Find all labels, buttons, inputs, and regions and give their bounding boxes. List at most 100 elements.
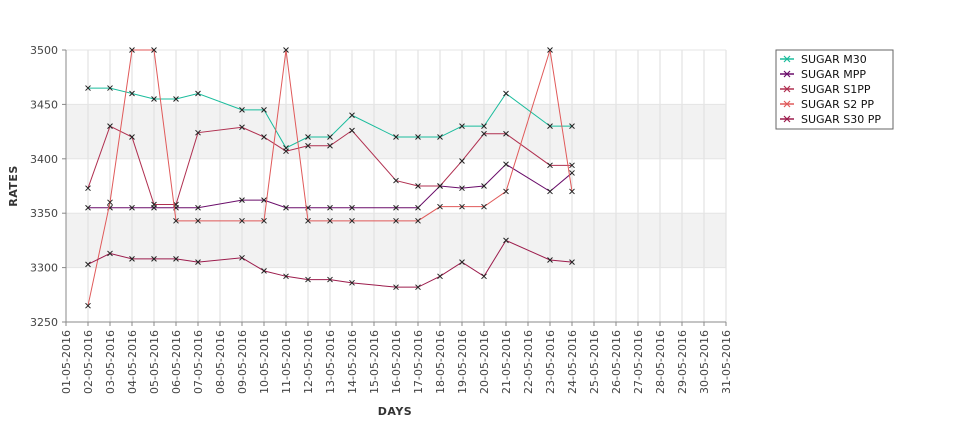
x-tick-label: 17-05-2016 — [412, 330, 425, 394]
data-point — [349, 204, 355, 211]
data-point — [85, 261, 91, 268]
legend-marker — [783, 85, 791, 93]
legend-marker — [783, 55, 791, 63]
data-point — [107, 199, 113, 206]
data-point — [569, 170, 575, 176]
x-tick-label: 04-05-2016 — [126, 330, 139, 394]
data-point — [283, 273, 289, 280]
legend-box — [775, 49, 894, 130]
data-point — [459, 185, 465, 192]
data-point — [261, 134, 267, 140]
data-point — [481, 183, 487, 189]
x-tick-label: 11-05-2016 — [280, 330, 293, 394]
x-tick-label: 26-05-2016 — [610, 330, 623, 394]
data-point — [305, 276, 311, 283]
data-point — [569, 259, 575, 266]
data-point — [107, 250, 113, 257]
data-point — [481, 123, 487, 130]
x-tick-label: 14-05-2016 — [346, 330, 359, 394]
x-tick-label: 25-05-2016 — [588, 330, 601, 394]
data-point — [151, 47, 157, 53]
axes — [62, 49, 727, 326]
data-point — [503, 130, 509, 137]
legend-label: SUGAR S30 PP — [801, 113, 881, 126]
series-group — [85, 85, 575, 151]
series-group — [85, 47, 575, 309]
series-line — [88, 163, 573, 209]
data-point — [415, 204, 421, 211]
x-tick-label: 15-05-2016 — [368, 330, 381, 394]
data-point — [85, 204, 91, 211]
data-point — [283, 47, 289, 53]
x-tick-label: 12-05-2016 — [302, 330, 315, 394]
x-tick-label: 20-05-2016 — [478, 330, 491, 394]
x-tick-label: 18-05-2016 — [434, 330, 447, 394]
y-tick-label: 3450 — [30, 98, 58, 111]
data-point — [437, 134, 443, 140]
data-point — [393, 217, 399, 224]
x-tick-label: 07-05-2016 — [192, 330, 205, 394]
data-point — [239, 124, 245, 131]
x-tick-label: 23-05-2016 — [544, 330, 557, 394]
data-point — [349, 112, 355, 119]
data-point — [129, 204, 135, 211]
x-axis-title: DAYS — [378, 405, 412, 418]
data-point — [195, 129, 201, 136]
y-tick-label: 3300 — [30, 262, 58, 275]
legend-item: SUGAR S1PP — [780, 83, 871, 96]
data-point — [349, 127, 355, 134]
data-point — [283, 148, 289, 155]
legend-item: SUGAR S2 PP — [780, 98, 874, 111]
x-tick-label: 02-05-2016 — [82, 330, 95, 394]
x-tick-label: 27-05-2016 — [632, 330, 645, 394]
data-point — [327, 217, 333, 224]
data-point — [85, 302, 91, 309]
legend-label: SUGAR M30 — [801, 53, 867, 66]
data-point — [569, 188, 575, 195]
data-series — [85, 47, 575, 309]
data-point — [503, 237, 509, 244]
series-group — [85, 237, 575, 291]
data-point — [239, 254, 245, 261]
x-tick-label: 03-05-2016 — [104, 330, 117, 394]
data-point — [547, 123, 553, 130]
legend-label: SUGAR S2 PP — [801, 98, 874, 111]
data-point — [305, 134, 311, 140]
data-point — [261, 217, 267, 224]
y-tick-label: 3400 — [30, 153, 58, 166]
x-tick-label: 24-05-2016 — [566, 330, 579, 394]
x-tick-label: 06-05-2016 — [170, 330, 183, 394]
data-point — [393, 177, 399, 184]
data-point — [547, 162, 553, 169]
data-point — [85, 85, 91, 91]
x-tick-label: 21-05-2016 — [500, 330, 513, 394]
data-point — [327, 276, 333, 283]
data-point — [151, 256, 157, 262]
data-point — [129, 256, 135, 262]
data-point — [151, 201, 157, 208]
data-point — [393, 284, 399, 291]
data-point — [459, 203, 465, 210]
x-tick-label: 05-05-2016 — [148, 330, 161, 394]
data-point — [195, 259, 201, 266]
x-tick-label: 08-05-2016 — [214, 330, 227, 394]
data-point — [107, 85, 113, 91]
data-point — [503, 161, 509, 168]
y-tick-label: 3500 — [30, 44, 58, 57]
x-tick-label: 29-05-2016 — [676, 330, 689, 394]
data-point — [173, 96, 179, 102]
data-point — [173, 217, 179, 224]
data-point — [415, 217, 421, 224]
x-tick-label: 16-05-2016 — [390, 330, 403, 394]
y-axis-title: RATES — [7, 165, 20, 207]
legend-item: SUGAR S30 PP — [780, 113, 881, 126]
data-point — [459, 158, 465, 164]
data-point — [459, 259, 465, 266]
data-point — [437, 273, 443, 280]
data-point — [327, 204, 333, 211]
data-point — [195, 217, 201, 224]
x-tick-label: 13-05-2016 — [324, 330, 337, 394]
data-point — [393, 134, 399, 140]
data-point — [415, 284, 421, 291]
data-point — [261, 268, 267, 274]
